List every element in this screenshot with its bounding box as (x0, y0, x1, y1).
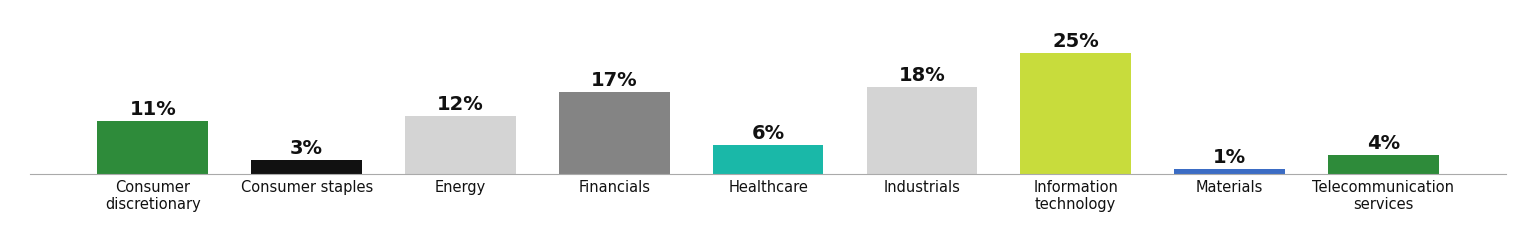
Bar (1328, 155, 1439, 174)
Bar (97, 121, 208, 174)
Text: 6%: 6% (751, 124, 785, 143)
Text: 1%: 1% (1212, 148, 1246, 167)
Text: 12%: 12% (437, 95, 484, 114)
Bar (251, 160, 362, 174)
Bar (713, 145, 823, 174)
Bar (405, 116, 516, 174)
Bar (1174, 169, 1285, 174)
Text: 25%: 25% (1053, 32, 1100, 51)
Text: 18%: 18% (899, 66, 945, 85)
Text: 11%: 11% (129, 100, 176, 119)
Text: 17%: 17% (592, 71, 637, 90)
Bar (558, 92, 669, 174)
Bar (1021, 53, 1132, 174)
Bar (867, 87, 978, 174)
Text: 3%: 3% (291, 139, 322, 158)
Text: 4%: 4% (1367, 134, 1399, 153)
